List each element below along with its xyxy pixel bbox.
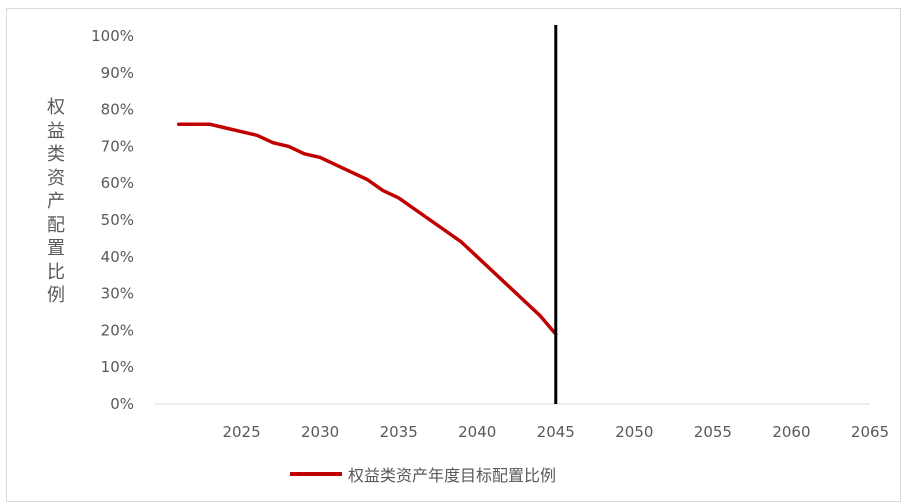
y-tick-label: 30%	[101, 285, 134, 303]
legend-label: 权益类资产年度目标配置比例	[348, 466, 557, 485]
x-tick-label: 2055	[694, 423, 732, 441]
y-tick-label: 40%	[101, 248, 134, 266]
legend-swatch	[290, 472, 342, 476]
y-tick-label: 60%	[101, 174, 134, 192]
y-tick-label: 50%	[101, 211, 134, 229]
y-tick-label: 0%	[110, 395, 134, 413]
x-tick-label: 2045	[537, 423, 575, 441]
y-tick-label: 80%	[101, 101, 134, 119]
legend: 权益类资产年度目标配置比例	[290, 462, 556, 486]
x-tick-label: 2040	[458, 423, 496, 441]
x-tick-labels: 2025 2030 2035 2040 2045 2050 2055 2060 2065	[222, 423, 889, 441]
y-tick-label: 70%	[101, 137, 134, 155]
x-tick-label: 2050	[615, 423, 653, 441]
y-tick-label: 90%	[101, 64, 134, 82]
x-tick-label: 2030	[301, 423, 339, 441]
y-axis-label: 权益类资产配置比例	[47, 97, 65, 306]
y-tick-labels: 0% 10% 20% 30% 40% 50% 60% 70% 80% 90% 100%	[91, 27, 134, 413]
x-tick-label: 2065	[851, 423, 889, 441]
series-layer	[176, 122, 558, 336]
x-tick-label: 2025	[222, 423, 260, 441]
x-tick-label: 2035	[380, 423, 418, 441]
y-tick-label: 10%	[101, 358, 134, 376]
y-tick-label: 100%	[91, 27, 134, 45]
y-tick-label: 20%	[101, 321, 134, 339]
series-line	[176, 122, 558, 336]
chart-frame	[6, 8, 901, 502]
x-tick-label: 2060	[772, 423, 810, 441]
